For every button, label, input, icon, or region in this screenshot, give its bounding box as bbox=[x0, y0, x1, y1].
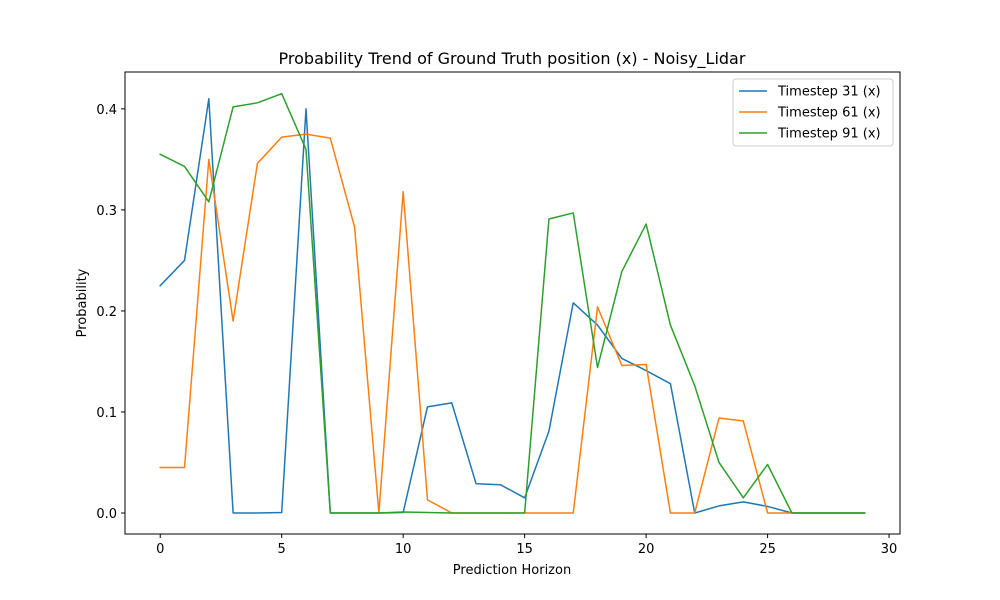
x-tick-label: 0 bbox=[156, 542, 164, 557]
legend-box bbox=[732, 78, 894, 147]
x-axis-label: Prediction Horizon bbox=[453, 563, 571, 578]
x-tick-label: 10 bbox=[395, 542, 412, 557]
y-axis-label: Probability bbox=[75, 268, 90, 337]
x-axis: 0 5 10 15 20 25 30 bbox=[156, 534, 897, 557]
x-tick-label: 25 bbox=[759, 542, 776, 557]
legend-label-3: Timestep 91 (x) bbox=[777, 127, 881, 142]
legend: Timestep 31 (x) Timestep 61 (x) Timestep 9… bbox=[732, 78, 894, 147]
y-tick-label: 0.4 bbox=[96, 103, 117, 118]
x-tick-label: 20 bbox=[638, 542, 655, 557]
y-tick-label: 0.3 bbox=[96, 204, 117, 219]
y-tick-label: 0.2 bbox=[96, 305, 117, 320]
y-tick-label: 0.1 bbox=[96, 406, 117, 421]
y-axis: 0.0 0.1 0.2 0.3 0.4 bbox=[96, 103, 125, 522]
series-line-1 bbox=[159, 98, 866, 514]
x-tick-label: 15 bbox=[516, 542, 533, 557]
series-line-3 bbox=[159, 92, 866, 514]
y-tick-label: 0.0 bbox=[96, 507, 117, 522]
x-tick-label: 5 bbox=[278, 542, 286, 557]
x-tick-label: 30 bbox=[881, 542, 898, 557]
legend-label-1: Timestep 31 (x) bbox=[777, 85, 881, 100]
plot-frame bbox=[124, 71, 901, 535]
legend-label-2: Timestep 61 (x) bbox=[777, 106, 881, 121]
chart-title: Probability Trend of Ground Truth positi… bbox=[279, 49, 746, 69]
plot-area bbox=[159, 92, 866, 514]
